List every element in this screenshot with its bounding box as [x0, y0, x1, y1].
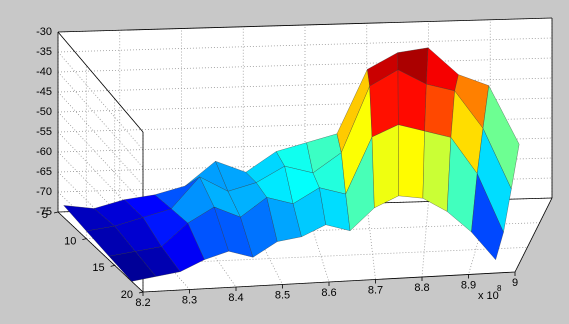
z-tick-label: -75	[36, 206, 52, 218]
z-tick-label: -50	[36, 106, 52, 118]
surface-patch	[398, 124, 425, 199]
grid-line	[57, 71, 144, 168]
x-tick-label: 8.6	[321, 287, 336, 299]
y-tick-label: 5	[42, 209, 48, 221]
axis-line	[57, 211, 144, 293]
y-tick-label: 15	[92, 262, 104, 274]
labels: x 10 8 -30 -35 -40 -45 -50 -55 -60 -65 -70 -75 8.2…	[36, 26, 518, 309]
surface-patch	[422, 130, 452, 212]
axis-line	[142, 271, 516, 293]
x-tick-label: 9	[512, 277, 518, 289]
grid-line	[57, 57, 553, 73]
tick-mark	[110, 264, 115, 267]
tick-mark	[138, 291, 144, 294]
x-tick-label: 8.4	[228, 292, 243, 304]
z-tick-label: -70	[36, 186, 52, 198]
surface	[63, 47, 520, 282]
x-tick-label: 8.2	[135, 297, 150, 309]
grid-line	[57, 151, 144, 239]
tick-mark	[82, 238, 87, 241]
x-scale-label: x 10	[478, 290, 499, 302]
z-tick-label: -40	[36, 66, 52, 78]
x-tick-label: 8.9	[461, 279, 476, 291]
z-tick-label: -45	[36, 86, 52, 98]
z-tick-label: -35	[36, 46, 52, 58]
surface-patch	[471, 173, 504, 261]
axis-line	[514, 197, 553, 273]
z-tick-label: -60	[36, 146, 52, 158]
x-tick-label: 8.8	[414, 282, 429, 294]
x-scale-exponent: 8	[497, 284, 502, 293]
z-tick-label: -30	[36, 26, 52, 38]
grid-line	[57, 91, 144, 186]
x-tick-label: 8.7	[368, 284, 383, 296]
grid-line	[57, 37, 553, 53]
y-tick-label: 20	[121, 289, 133, 301]
axis-line	[57, 17, 553, 33]
grid-line	[57, 51, 144, 151]
grid-line	[421, 201, 429, 278]
x-tick-label: 8.3	[182, 294, 197, 306]
z-tick-label: -55	[36, 126, 52, 138]
surface-patch	[371, 124, 399, 209]
z-tick-label: -65	[36, 166, 52, 178]
grid-line	[119, 209, 190, 290]
y-tick-label: 10	[64, 236, 76, 248]
grid-line	[366, 203, 376, 280]
grid-line	[242, 206, 283, 285]
x-tick-label: 8.5	[275, 289, 290, 301]
axis-line	[57, 31, 144, 133]
tick-mark	[53, 211, 59, 214]
surface-patch	[424, 83, 455, 138]
